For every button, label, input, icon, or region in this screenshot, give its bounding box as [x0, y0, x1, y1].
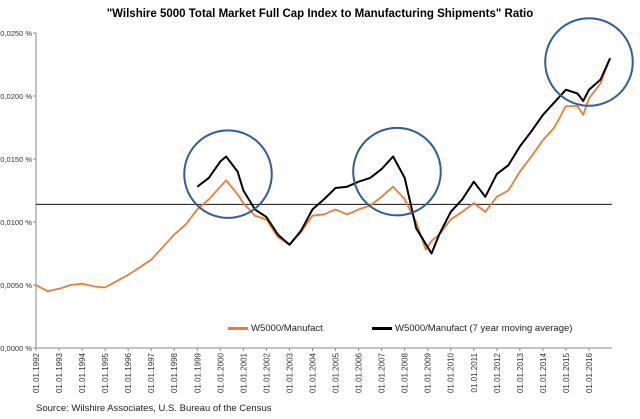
- legend-swatch-black: [372, 326, 392, 330]
- x-tick-label: 01.01.2011: [470, 352, 479, 392]
- x-tick-label: 01.01.1993: [55, 352, 64, 393]
- x-tick-label: 01.01.1995: [101, 352, 110, 393]
- x-tick-label: 01.01.2015: [562, 352, 571, 393]
- legend-label-orange: W5000/Manufact: [251, 322, 323, 334]
- legend-item-black: W5000/Manufact (7 year moving average): [372, 321, 572, 335]
- highlight-circle-2: [352, 126, 442, 217]
- x-tick-label: 01.01.2008: [401, 352, 410, 393]
- x-axis: 01.01.1992 01.01.1993 01.01.1994 01.01.1995…: [32, 347, 612, 393]
- x-tick-label: 01.01.1994: [78, 352, 87, 393]
- x-tick-label: 01.01.1992: [32, 352, 41, 393]
- x-tick-label: 01.01.2004: [308, 352, 317, 393]
- x-tick-label: 01.01.1997: [147, 352, 156, 393]
- x-tick-label: 01.01.2009: [424, 352, 433, 393]
- y-tick-label: 0,0000 %: [0, 344, 32, 353]
- chart-title: "Wilshire 5000 Total Market Full Cap Ind…: [106, 8, 534, 20]
- x-tick-label: 01.01.2002: [262, 352, 271, 393]
- x-tick-label: 01.01.2003: [285, 352, 294, 393]
- series-line-w5000-manufact: [35, 57, 611, 293]
- y-tick-label: 0,0100 %: [0, 218, 32, 227]
- y-tick-label: 0,0150 %: [0, 155, 32, 164]
- highlight-circle-3: [544, 17, 634, 107]
- x-tick-label: 01.01.2006: [355, 352, 364, 393]
- highlight-circle-1: [183, 129, 273, 219]
- legend-label-black: W5000/Manufact (7 year moving average): [395, 322, 573, 334]
- series-group: [35, 57, 612, 293]
- x-tick-label: 01.01.2007: [378, 352, 387, 393]
- y-tick-label: 0,0250 %: [0, 29, 32, 38]
- x-tick-label: 01.01.1998: [170, 352, 179, 393]
- y-axis: 0,0000 % 0,0050 % 0,0100 % 0,0150 % 0,0200 %…: [0, 29, 37, 353]
- x-tick-label: 01.01.2010: [447, 352, 456, 393]
- legend-item-orange: W5000/Manufact: [228, 321, 323, 335]
- x-tick-label: 01.01.2001: [239, 352, 248, 393]
- x-tick-label: 01.01.2013: [516, 352, 525, 393]
- source-note: Source: Wilshire Associates, U.S. Bureau…: [36, 403, 272, 414]
- x-tick-label: 01.01.1999: [193, 352, 202, 393]
- y-tick-label: 0,0050 %: [0, 281, 32, 290]
- x-tick-label: 01.01.2000: [216, 352, 225, 393]
- x-tick-label: 01.01.2016: [585, 352, 594, 393]
- highlight-circles: [183, 17, 634, 219]
- x-tick-label: 01.01.2014: [539, 352, 548, 393]
- series-line-7yr-moving-average: [196, 57, 612, 255]
- x-tick-label: 01.01.2005: [332, 352, 341, 393]
- y-tick-label: 0,0200 %: [0, 92, 32, 101]
- legend-swatch-orange: [228, 326, 248, 330]
- x-tick-label: 01.01.2012: [493, 352, 502, 393]
- x-tick-label: 01.01.1996: [124, 352, 133, 393]
